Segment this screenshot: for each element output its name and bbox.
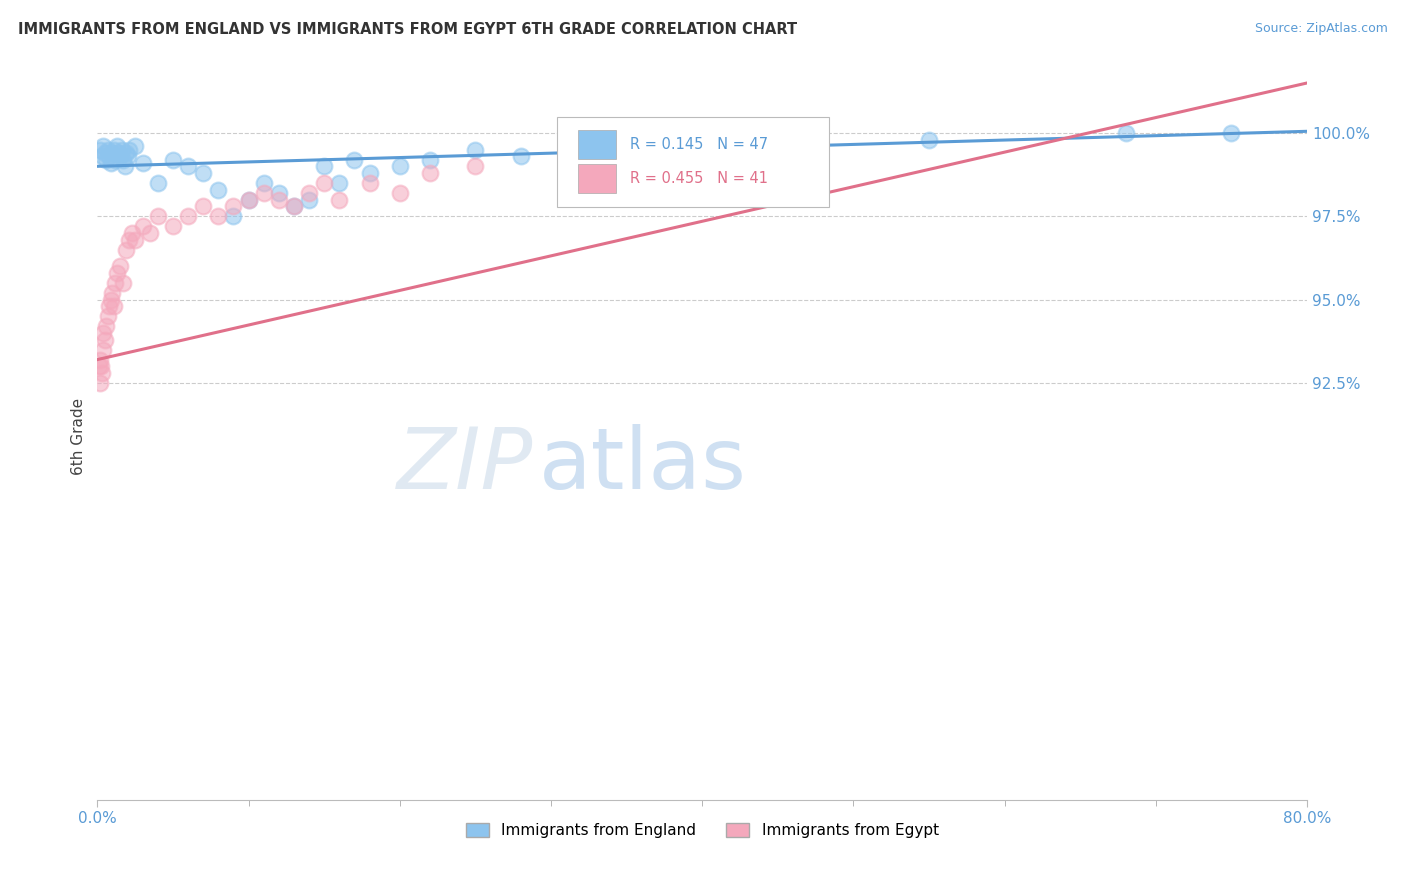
Point bbox=[162, 219, 184, 234]
Point bbox=[118, 233, 141, 247]
FancyBboxPatch shape bbox=[557, 117, 830, 207]
Point bbox=[121, 226, 143, 240]
Point bbox=[419, 166, 441, 180]
Point bbox=[94, 145, 117, 160]
Point bbox=[146, 176, 169, 190]
Point bbox=[112, 153, 135, 167]
Point bbox=[177, 159, 200, 173]
Point bbox=[388, 159, 411, 173]
Point bbox=[1115, 126, 1137, 140]
Point bbox=[328, 193, 350, 207]
Point bbox=[267, 186, 290, 200]
Point bbox=[177, 209, 200, 223]
Point bbox=[114, 159, 136, 173]
Point bbox=[90, 366, 112, 380]
Point bbox=[105, 139, 128, 153]
Text: R = 0.455   N = 41: R = 0.455 N = 41 bbox=[630, 171, 768, 186]
Point bbox=[464, 159, 486, 173]
Point bbox=[93, 326, 115, 340]
Text: R = 0.145   N = 47: R = 0.145 N = 47 bbox=[630, 136, 768, 152]
Point bbox=[388, 186, 411, 200]
Point bbox=[96, 153, 118, 167]
Point bbox=[283, 199, 305, 213]
Text: atlas: atlas bbox=[538, 424, 747, 507]
Point bbox=[115, 243, 138, 257]
Point bbox=[314, 176, 336, 190]
Point bbox=[94, 333, 117, 347]
Point bbox=[124, 233, 146, 247]
Point bbox=[103, 299, 125, 313]
Point bbox=[104, 276, 127, 290]
Point bbox=[918, 133, 941, 147]
Point bbox=[267, 193, 290, 207]
Point bbox=[193, 166, 215, 180]
Point bbox=[104, 153, 127, 167]
Point bbox=[359, 166, 381, 180]
Point bbox=[328, 176, 350, 190]
Point bbox=[115, 145, 138, 160]
Point bbox=[101, 285, 124, 300]
Point bbox=[661, 145, 683, 160]
Point bbox=[146, 209, 169, 223]
Point bbox=[89, 352, 111, 367]
Point bbox=[90, 359, 112, 374]
Point bbox=[107, 145, 129, 160]
Point bbox=[207, 183, 229, 197]
FancyBboxPatch shape bbox=[578, 164, 616, 193]
FancyBboxPatch shape bbox=[578, 129, 616, 159]
Point bbox=[766, 143, 789, 157]
Point bbox=[238, 193, 260, 207]
Point bbox=[101, 145, 124, 160]
Point bbox=[91, 343, 114, 357]
Point bbox=[419, 153, 441, 167]
Point bbox=[283, 199, 305, 213]
Point bbox=[89, 376, 111, 390]
Point bbox=[118, 143, 141, 157]
Point bbox=[108, 260, 131, 274]
Point bbox=[89, 143, 111, 157]
Point bbox=[569, 139, 592, 153]
Point bbox=[90, 149, 112, 163]
Point bbox=[314, 159, 336, 173]
Text: Source: ZipAtlas.com: Source: ZipAtlas.com bbox=[1254, 22, 1388, 36]
Point bbox=[132, 156, 155, 170]
Text: ZIP: ZIP bbox=[396, 424, 533, 507]
Y-axis label: 6th Grade: 6th Grade bbox=[72, 398, 86, 475]
Point bbox=[222, 209, 245, 223]
Point bbox=[464, 143, 486, 157]
Point bbox=[193, 199, 215, 213]
Point bbox=[132, 219, 155, 234]
Point bbox=[87, 359, 110, 374]
Point bbox=[112, 276, 135, 290]
Legend: Immigrants from England, Immigrants from Egypt: Immigrants from England, Immigrants from… bbox=[460, 817, 945, 844]
Point bbox=[97, 310, 120, 324]
Point bbox=[105, 266, 128, 280]
Point bbox=[117, 149, 139, 163]
Point bbox=[98, 149, 121, 163]
Point bbox=[359, 176, 381, 190]
Point bbox=[222, 199, 245, 213]
Text: IMMIGRANTS FROM ENGLAND VS IMMIGRANTS FROM EGYPT 6TH GRADE CORRELATION CHART: IMMIGRANTS FROM ENGLAND VS IMMIGRANTS FR… bbox=[18, 22, 797, 37]
Point bbox=[1220, 126, 1243, 140]
Point bbox=[103, 143, 125, 157]
Point bbox=[108, 149, 131, 163]
Point bbox=[93, 139, 115, 153]
Point bbox=[110, 143, 132, 157]
Point bbox=[298, 193, 321, 207]
Point bbox=[100, 293, 122, 307]
Point bbox=[96, 319, 118, 334]
Point bbox=[238, 193, 260, 207]
Point bbox=[253, 186, 276, 200]
Point bbox=[253, 176, 276, 190]
Point bbox=[207, 209, 229, 223]
Point bbox=[124, 139, 146, 153]
Point bbox=[139, 226, 162, 240]
Point bbox=[97, 143, 120, 157]
Point bbox=[100, 156, 122, 170]
Point bbox=[298, 186, 321, 200]
Point bbox=[343, 153, 366, 167]
Point bbox=[98, 299, 121, 313]
Point bbox=[509, 149, 531, 163]
Point bbox=[162, 153, 184, 167]
